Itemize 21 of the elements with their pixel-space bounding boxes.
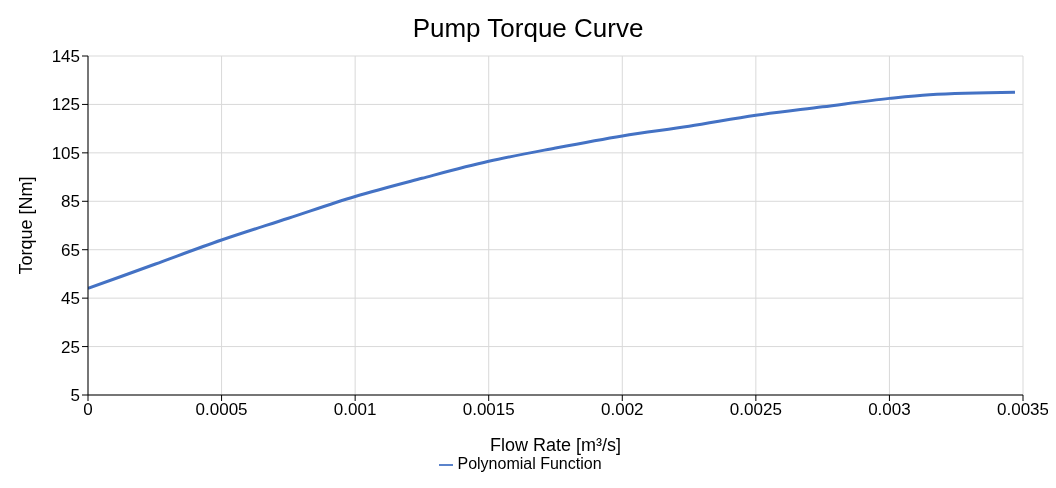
legend-label: Polynomial Function	[457, 455, 602, 472]
y-tick-label: 145	[51, 47, 80, 67]
x-tick-label: 0.003	[868, 400, 911, 420]
x-tick-label: 0.0005	[195, 400, 248, 420]
x-tick-label: 0.0025	[729, 400, 782, 420]
x-tick-label: 0.0035	[997, 400, 1049, 420]
y-tick-label: 85	[61, 192, 80, 212]
x-tick-label: 0.001	[333, 400, 377, 420]
x-tick-label: 0.002	[601, 400, 644, 420]
x-tick-label: 0	[83, 400, 93, 420]
y-tick-label: 65	[61, 240, 80, 260]
chart-title: Pump Torque Curve	[411, 12, 645, 45]
x-axis-title: Flow Rate [m³/s]	[489, 435, 622, 455]
line-series	[88, 90, 1017, 290]
y-tick-label: 25	[61, 337, 80, 357]
y-tick-label: 45	[61, 289, 80, 309]
y-tick-label: 125	[51, 95, 80, 115]
y-tick-label: 5	[70, 386, 80, 406]
x-tick-label: 0.0015	[462, 400, 515, 420]
y-axis-title: Torque [Nm]	[16, 176, 37, 275]
y-tick-label: 105	[51, 143, 80, 163]
